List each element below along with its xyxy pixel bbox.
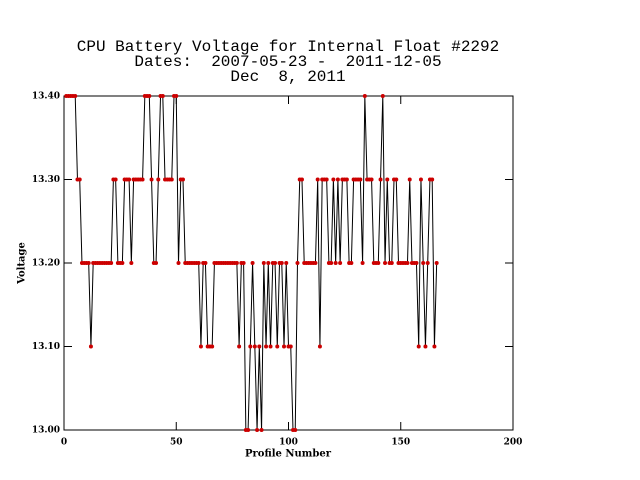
data-point	[169, 177, 174, 182]
data-point	[293, 428, 298, 432]
data-point	[160, 94, 165, 98]
data-point	[261, 261, 266, 265]
data-point	[203, 261, 208, 265]
data-point	[268, 344, 273, 349]
data-point	[317, 344, 322, 349]
chart-subtitle: Dates: 2007-05-23 - 2011-12-05	[134, 53, 441, 71]
data-point	[389, 261, 394, 265]
data-point	[405, 261, 410, 265]
data-point	[241, 261, 246, 265]
data-point	[282, 344, 287, 349]
data-point	[299, 177, 304, 182]
data-point	[266, 261, 271, 265]
data-point	[129, 261, 134, 265]
data-point	[380, 94, 385, 98]
data-point	[425, 261, 430, 265]
y-tick-label: 13.00	[32, 426, 60, 436]
data-point	[324, 177, 329, 182]
data-point	[407, 177, 412, 182]
y-tick-label: 13.40	[32, 92, 60, 102]
data-point	[86, 261, 91, 265]
data-point	[109, 261, 114, 265]
data-point	[250, 261, 255, 265]
y-tick-label: 13.30	[32, 175, 60, 185]
data-point	[414, 261, 419, 265]
data-point	[257, 344, 262, 349]
data-point	[315, 177, 320, 182]
data-point	[423, 344, 428, 349]
data-point	[273, 261, 278, 265]
chart-title: CPU Battery Voltage for Internal Float #…	[77, 38, 499, 56]
data-point	[284, 261, 289, 265]
data-point	[174, 94, 179, 98]
data-point	[360, 261, 365, 265]
data-point	[237, 344, 242, 349]
data-point	[246, 428, 251, 432]
data-point	[176, 261, 181, 265]
data-point	[418, 177, 423, 182]
data-point	[335, 177, 340, 182]
data-point	[275, 344, 280, 349]
data-point	[149, 177, 154, 182]
data-point	[383, 261, 388, 265]
data-point	[113, 177, 118, 182]
data-point	[234, 261, 239, 265]
data-point	[358, 177, 363, 182]
data-point	[369, 177, 374, 182]
data-point	[362, 94, 367, 98]
x-tick-label: 50	[170, 438, 183, 448]
data-point	[279, 261, 284, 265]
data-point	[198, 344, 203, 349]
data-point	[127, 177, 132, 182]
x-tick-label: 0	[61, 438, 67, 448]
data-point	[378, 177, 383, 182]
data-point	[338, 261, 343, 265]
data-point	[147, 94, 152, 98]
data-point	[385, 177, 390, 182]
x-tick-label: 200	[504, 438, 523, 448]
data-point	[77, 177, 82, 182]
data-point	[255, 428, 260, 432]
data-point	[140, 177, 145, 182]
x-tick-label: 150	[391, 438, 410, 448]
data-point	[331, 177, 336, 182]
data-point	[313, 261, 318, 265]
data-point	[120, 261, 125, 265]
data-point	[156, 177, 161, 182]
chart-date: Dec 8, 2011	[230, 68, 345, 86]
data-point	[416, 344, 421, 349]
data-point	[432, 344, 437, 349]
data-point	[288, 344, 293, 349]
data-point	[333, 261, 338, 265]
data-point	[196, 261, 201, 265]
data-point	[252, 344, 257, 349]
data-point	[295, 261, 300, 265]
data-point	[394, 177, 399, 182]
data-point	[154, 261, 159, 265]
data-point	[248, 344, 253, 349]
y-tick-label: 13.10	[32, 342, 60, 352]
data-point	[421, 261, 426, 265]
data-point	[259, 428, 264, 432]
data-point	[264, 344, 269, 349]
data-point	[349, 261, 354, 265]
data-point	[210, 344, 215, 349]
y-axis-label: Voltage	[17, 242, 28, 285]
data-point	[434, 261, 439, 265]
x-axis-label: Profile Number	[245, 449, 332, 460]
data-point	[180, 177, 185, 182]
data-point	[344, 177, 349, 182]
data-point	[329, 261, 334, 265]
data-point	[88, 344, 93, 349]
x-tick-label: 100	[279, 438, 298, 448]
y-tick-label: 13.20	[32, 259, 60, 269]
data-point	[73, 94, 78, 98]
data-point	[430, 177, 435, 182]
data-point	[376, 261, 381, 265]
